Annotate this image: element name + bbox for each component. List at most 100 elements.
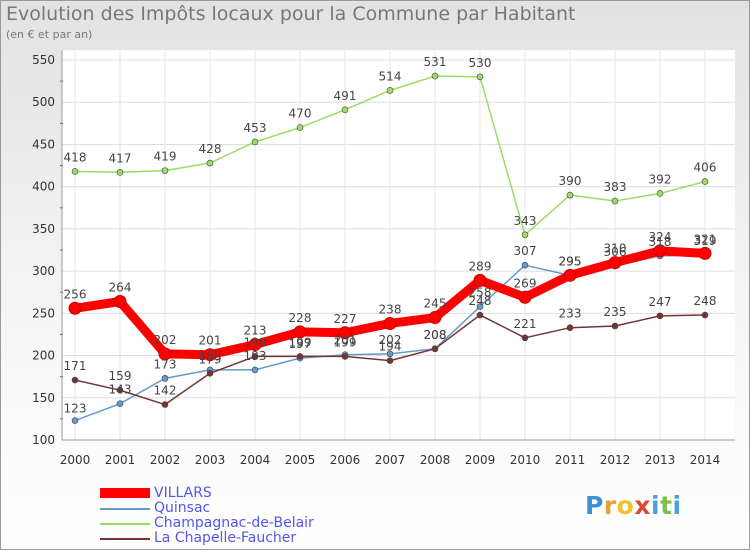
legend-label-champagnac: Champagnac-de-Belair bbox=[154, 515, 314, 531]
data-label: 179 bbox=[199, 352, 222, 366]
logo-letter: i bbox=[672, 491, 682, 520]
legend-item-quinsac: Quinsac bbox=[100, 500, 360, 516]
data-point bbox=[386, 357, 394, 364]
x-tick-label: 2001 bbox=[105, 453, 136, 467]
data-point bbox=[653, 244, 667, 258]
data-label: 159 bbox=[109, 369, 132, 383]
x-tick-label: 2014 bbox=[690, 453, 721, 467]
data-label: 470 bbox=[289, 107, 312, 121]
data-point bbox=[161, 401, 169, 408]
data-label: 428 bbox=[199, 142, 222, 156]
data-point bbox=[206, 159, 214, 167]
data-label: 194 bbox=[379, 340, 402, 354]
legend-item-chapelle: La Chapelle-Faucher bbox=[100, 530, 360, 546]
data-point bbox=[203, 348, 217, 362]
data-label: 171 bbox=[64, 359, 87, 373]
data-point bbox=[566, 191, 574, 199]
data-label: 318 bbox=[649, 235, 672, 249]
data-label: 324 bbox=[649, 230, 672, 244]
data-point bbox=[161, 375, 169, 382]
data-label: 235 bbox=[604, 305, 627, 319]
data-label: 197 bbox=[289, 337, 312, 351]
data-label: 514 bbox=[379, 69, 402, 83]
data-point bbox=[386, 87, 394, 94]
legend-swatch-villars bbox=[100, 488, 150, 498]
logo-letter: x bbox=[634, 491, 651, 520]
y-tick-label: 150 bbox=[32, 391, 55, 405]
data-label: 264 bbox=[109, 281, 132, 295]
data-label: 406 bbox=[694, 161, 717, 175]
data-label: 123 bbox=[64, 402, 87, 416]
data-label: 247 bbox=[649, 295, 672, 309]
logo-letter: t bbox=[660, 491, 673, 520]
data-label: 202 bbox=[379, 333, 402, 347]
data-point bbox=[116, 169, 124, 176]
data-label: 319 bbox=[694, 234, 717, 248]
logo-letter: r bbox=[603, 491, 617, 520]
data-label: 295 bbox=[559, 254, 582, 268]
data-label: 453 bbox=[244, 121, 267, 135]
data-point bbox=[608, 256, 622, 270]
x-tick-label: 2004 bbox=[240, 453, 271, 467]
data-point bbox=[383, 316, 397, 330]
data-label: 143 bbox=[109, 383, 132, 397]
x-tick-label: 2002 bbox=[150, 453, 181, 467]
data-point bbox=[611, 197, 619, 205]
data-label: 245 bbox=[424, 297, 447, 311]
data-label: 343 bbox=[514, 214, 537, 228]
data-label: 392 bbox=[649, 172, 672, 186]
x-tick-label: 2003 bbox=[195, 453, 226, 467]
data-point bbox=[206, 369, 214, 377]
data-point bbox=[251, 366, 259, 374]
data-label: 248 bbox=[469, 294, 492, 308]
x-tick-label: 2013 bbox=[645, 453, 676, 467]
data-label: 202 bbox=[154, 333, 177, 347]
data-point bbox=[521, 334, 529, 342]
data-label: 419 bbox=[154, 150, 177, 164]
data-point bbox=[161, 167, 169, 174]
data-point bbox=[251, 138, 259, 146]
data-label: 306 bbox=[604, 245, 627, 259]
y-tick-label: 250 bbox=[32, 306, 55, 320]
legend: VILLARS Quinsac Champagnac-de-Belair La … bbox=[100, 485, 360, 546]
chart-title: Evolution des Impôts locaux pour la Comm… bbox=[6, 3, 576, 25]
x-tick-label: 2011 bbox=[555, 453, 586, 467]
data-point bbox=[341, 353, 349, 360]
x-tick-label: 2012 bbox=[600, 453, 631, 467]
data-point bbox=[476, 303, 484, 310]
data-point bbox=[113, 295, 127, 309]
legend-swatch-champagnac bbox=[100, 523, 150, 525]
data-point bbox=[431, 72, 439, 80]
x-tick-label: 2005 bbox=[285, 453, 316, 467]
data-label: 256 bbox=[64, 287, 87, 301]
y-tick-label: 450 bbox=[32, 137, 55, 151]
legend-item-villars: VILLARS bbox=[100, 485, 360, 501]
data-point bbox=[251, 353, 259, 360]
data-label: 289 bbox=[469, 259, 492, 273]
data-point bbox=[116, 400, 124, 407]
data-point bbox=[698, 246, 712, 260]
data-point bbox=[71, 417, 79, 424]
data-label: 269 bbox=[514, 276, 537, 290]
data-label: 321 bbox=[694, 232, 717, 246]
data-label: 295 bbox=[559, 254, 582, 268]
data-point bbox=[116, 386, 124, 394]
legend-swatch-quinsac bbox=[100, 508, 150, 510]
data-point bbox=[296, 124, 304, 131]
x-tick-label: 2006 bbox=[330, 453, 361, 467]
data-label: 142 bbox=[154, 384, 177, 398]
data-point bbox=[518, 290, 532, 304]
data-point bbox=[68, 301, 82, 315]
data-point bbox=[521, 261, 529, 269]
data-point bbox=[71, 376, 79, 384]
data-label: 201 bbox=[199, 334, 222, 348]
data-label: 208 bbox=[424, 328, 447, 342]
data-label: 258 bbox=[469, 286, 492, 300]
data-label: 418 bbox=[64, 150, 87, 164]
data-point bbox=[566, 324, 574, 331]
y-tick-label: 200 bbox=[32, 349, 55, 363]
data-point bbox=[386, 350, 394, 358]
data-label: 199 bbox=[289, 335, 312, 349]
data-point bbox=[701, 178, 709, 185]
data-label: 383 bbox=[604, 180, 627, 194]
